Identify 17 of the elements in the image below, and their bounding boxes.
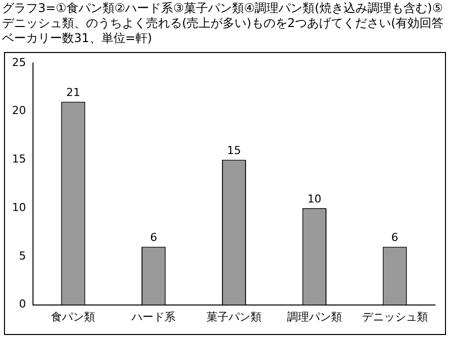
- x-tick-label: 食パン類: [51, 310, 96, 324]
- x-tick-label: ハード系: [130, 310, 176, 324]
- y-tick-label: 10: [12, 200, 26, 214]
- x-tick-label: 菓子パン類: [206, 310, 262, 324]
- data-label: 6: [150, 231, 158, 244]
- data-label: 21: [66, 86, 80, 100]
- y-tick-label: 25: [12, 56, 26, 69]
- x-tick-label: 調理パン類: [286, 310, 342, 324]
- data-label: 6: [391, 231, 398, 244]
- data-label: 15: [227, 144, 241, 158]
- x-tick-label: デニッシュ類: [362, 310, 428, 324]
- y-tick-label: 15: [12, 152, 26, 166]
- chart-title: グラフ3=①食パン類②ハード系③菓子パン類④調理パン類(焼き込み調理も含む)⑤デニッシュ類、のうちよく売れる(売上が多い)ものを2つあげてください(有効回答ベーカリー数31、単位=軒): [2, 1, 445, 46]
- y-tick-label: 20: [12, 104, 26, 118]
- y-tick-label: 5: [18, 249, 26, 262]
- data-label: 10: [307, 192, 322, 206]
- y-tick-label: 0: [18, 298, 26, 311]
